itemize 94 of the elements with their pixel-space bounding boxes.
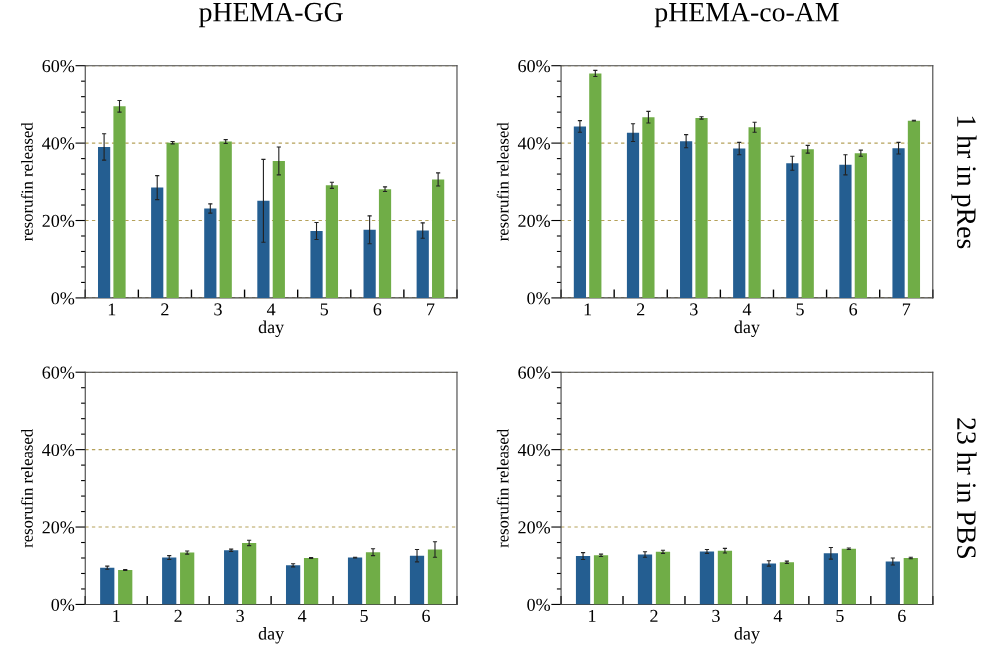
y-tick-label: 0% (527, 598, 551, 611)
bar (257, 200, 270, 298)
y-axis-title: resorufin released (20, 122, 33, 241)
bar (151, 187, 164, 298)
x-tick-label: 2 (637, 303, 645, 316)
bar (626, 132, 640, 298)
bar (733, 148, 746, 298)
chart-title: pHEMA-co-AM (654, 2, 839, 28)
bar (166, 142, 179, 298)
y-tick-label: 40% (42, 443, 75, 457)
x-tick-label: 5 (796, 303, 804, 316)
x-axis-title: day (258, 627, 285, 644)
x-tick-label: 3 (236, 609, 244, 623)
y-tick-label: 0% (51, 598, 75, 611)
x-tick-label: 7 (902, 303, 911, 316)
bar (162, 557, 177, 605)
bar (272, 160, 285, 298)
bar (98, 146, 111, 298)
x-tick-label: 6 (373, 303, 382, 316)
bar (801, 149, 814, 298)
x-tick-label: 4 (266, 303, 276, 316)
y-tick-label: 20% (42, 214, 75, 228)
x-axis-title: day (734, 627, 760, 644)
y-tick-label: 40% (42, 137, 75, 150)
x-tick-label: 1 (108, 303, 116, 316)
y-tick-label: 60% (42, 366, 75, 379)
bar (365, 552, 381, 605)
bar (285, 565, 301, 605)
bar (347, 557, 363, 605)
bar (118, 569, 133, 605)
bar (892, 148, 905, 298)
y-axis-title: resorufin released (496, 122, 509, 241)
bar (113, 106, 126, 298)
bar (589, 73, 602, 298)
x-tick-label: 6 (422, 609, 430, 623)
bar (180, 552, 195, 605)
bar (854, 153, 867, 298)
bar (310, 230, 323, 298)
bar (839, 164, 852, 298)
x-tick-label: 1 (584, 303, 592, 316)
y-tick-label: 20% (42, 521, 75, 534)
y-tick-label: 40% (517, 137, 551, 150)
bar (642, 117, 655, 298)
y-tick-label: 20% (518, 521, 551, 534)
bar (219, 141, 232, 298)
y-tick-label: 0% (51, 292, 75, 305)
bar (303, 558, 319, 605)
x-tick-label: 7 (427, 303, 435, 316)
y-axis-title: resorufin released (20, 429, 33, 548)
y2-axis-title: 23 hr in PBS (957, 418, 977, 558)
bar (432, 179, 445, 298)
y-tick-label: 0% (527, 292, 551, 305)
bar (325, 185, 339, 298)
x-tick-label: 4 (742, 303, 752, 316)
y-tick-label: 40% (517, 443, 551, 457)
x-tick-label: 6 (849, 303, 858, 316)
bar (409, 555, 425, 605)
x-tick-label: 3 (712, 609, 720, 623)
bar (786, 163, 799, 298)
y-tick-label: 60% (518, 59, 551, 73)
x-tick-label: 2 (174, 609, 182, 622)
x-tick-label: 5 (836, 610, 844, 623)
x-tick-label: 5 (320, 303, 329, 316)
x-tick-label: 4 (297, 609, 307, 622)
x-axis-title: day (734, 320, 760, 337)
y-tick-label: 60% (42, 59, 75, 73)
x-tick-label: 2 (161, 303, 169, 316)
bar (573, 126, 587, 298)
bar (416, 230, 429, 298)
y2-axis-title: 1 hr in pRes (951, 116, 977, 249)
bar (680, 141, 693, 298)
bar (242, 542, 257, 605)
bar (100, 567, 115, 605)
x-tick-label: 6 (898, 609, 906, 623)
y-tick-label: 60% (518, 366, 551, 379)
x-tick-label: 4 (773, 609, 783, 622)
x-axis-title: day (258, 320, 285, 337)
bar (378, 189, 392, 298)
chart-title: pHEMA-GG (199, 2, 343, 28)
bar (907, 120, 921, 298)
x-tick-label: 1 (113, 609, 120, 622)
y-tick-label: 20% (518, 214, 551, 228)
bar (204, 208, 217, 298)
bar (695, 117, 708, 298)
x-tick-label: 5 (360, 610, 368, 623)
y-axis-title: resorufin released (496, 429, 509, 548)
x-tick-label: 1 (589, 609, 596, 622)
x-tick-label: 3 (690, 303, 698, 316)
bar (427, 549, 443, 605)
x-tick-label: 2 (650, 609, 658, 622)
bar (363, 229, 376, 298)
bar (224, 550, 239, 605)
bar (748, 127, 761, 298)
x-tick-label: 3 (214, 303, 222, 316)
